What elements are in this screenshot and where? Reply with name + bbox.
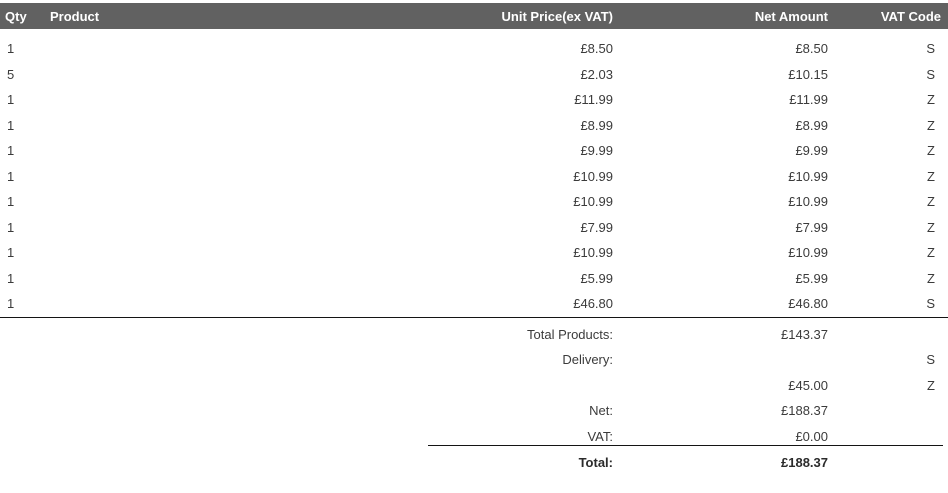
table-row: 5 £2.03 £10.15 S (0, 62, 948, 88)
unit-price-cell: £7.99 (580, 219, 613, 235)
totals-label: Total Products: (527, 326, 613, 342)
items-totals-divider (0, 316, 948, 318)
table-row: 1 £8.50 £8.50 S (0, 36, 948, 62)
totals-row: Delivery: S (0, 347, 948, 373)
qty-cell: 5 (7, 66, 15, 82)
col-header-qty: Qty (5, 8, 27, 24)
invoice-report: Qty Product Unit Price(ex VAT) Net Amoun… (0, 3, 948, 476)
net-amount-cell: £10.99 (788, 245, 828, 261)
vat-code-cell: Z (927, 143, 935, 159)
vat-code-cell: Z (927, 168, 935, 184)
totals-row: Net: £188.37 (0, 398, 948, 424)
vat-code-cell: Z (927, 219, 935, 235)
unit-price-cell: £46.80 (573, 296, 613, 312)
table-row: 1 £46.80 £46.80 S (0, 291, 948, 317)
totals-amount: £188.37 (781, 455, 828, 471)
table-row: 1 £8.99 £8.99 Z (0, 113, 948, 139)
unit-price-cell: £5.99 (580, 270, 613, 286)
net-amount-cell: £7.99 (795, 219, 828, 235)
totals-row: Total: £188.37 (0, 450, 948, 476)
net-amount-cell: £8.99 (795, 117, 828, 133)
table-row: 1 £10.99 £10.99 Z (0, 164, 948, 190)
qty-cell: 1 (7, 168, 15, 184)
totals-amount: £188.37 (781, 403, 828, 419)
vat-code-cell: Z (927, 92, 935, 108)
net-amount-cell: £46.80 (788, 296, 828, 312)
table-row: 1 £7.99 £7.99 Z (0, 215, 948, 241)
unit-price-cell: £8.50 (580, 41, 613, 57)
totals-label: Total: (578, 455, 613, 471)
net-amount-cell: £9.99 (795, 143, 828, 159)
qty-cell: 1 (7, 41, 15, 57)
totals-label: Net: (589, 403, 613, 419)
totals-vat-code: S (926, 352, 935, 368)
table-row: 1 £11.99 £11.99 Z (0, 87, 948, 113)
vat-code-cell: S (926, 296, 935, 312)
totals-row: VAT: £0.00 (0, 424, 948, 450)
qty-cell: 1 (7, 245, 15, 261)
col-header-vat-code: VAT Code (880, 8, 941, 24)
col-header-unit-price: Unit Price(ex VAT) (501, 8, 613, 24)
qty-cell: 1 (7, 143, 15, 159)
unit-price-cell: £10.99 (573, 194, 613, 210)
unit-price-cell: £9.99 (580, 143, 613, 159)
unit-price-cell: £11.99 (574, 92, 613, 108)
vat-code-cell: Z (927, 117, 935, 133)
totals-amount: £45.00 (788, 377, 828, 393)
net-amount-cell: £8.50 (795, 41, 828, 57)
net-amount-cell: £10.99 (788, 194, 828, 210)
col-header-product: Product (50, 8, 100, 24)
unit-price-cell: £2.03 (580, 66, 613, 82)
totals-row: £45.00 Z (0, 373, 948, 399)
vat-code-cell: S (926, 66, 935, 82)
totals-label: Delivery: (562, 352, 613, 368)
unit-price-cell: £10.99 (573, 245, 613, 261)
unit-price-cell: £10.99 (573, 168, 613, 184)
totals-amount: £143.37 (781, 326, 828, 342)
net-amount-cell: £10.99 (788, 168, 828, 184)
table-header-row: Qty Product Unit Price(ex VAT) Net Amoun… (0, 3, 948, 29)
net-amount-cell: £11.99 (789, 92, 828, 108)
grand-total-divider (428, 445, 943, 446)
qty-cell: 1 (7, 219, 15, 235)
totals-vat-code: Z (927, 377, 935, 393)
col-header-net-amount: Net Amount (754, 8, 828, 24)
table-row: 1 £5.99 £5.99 Z (0, 266, 948, 292)
qty-cell: 1 (7, 117, 15, 133)
table-row: 1 £9.99 £9.99 Z (0, 138, 948, 164)
net-amount-cell: £5.99 (795, 270, 828, 286)
qty-cell: 1 (7, 92, 15, 108)
net-amount-cell: £10.15 (788, 66, 828, 82)
qty-cell: 1 (7, 270, 15, 286)
table-row: 1 £10.99 £10.99 Z (0, 189, 948, 215)
vat-code-cell: Z (927, 194, 935, 210)
totals-section: Total Products: £143.37 Delivery: S £45.… (0, 318, 948, 476)
table-row: 1 £10.99 £10.99 Z (0, 240, 948, 266)
qty-cell: 1 (7, 296, 15, 312)
totals-row: Total Products: £143.37 (0, 322, 948, 348)
vat-code-cell: S (926, 41, 935, 57)
line-items-section: 1 £8.50 £8.50 S 5 £2.03 £10.15 S 1 £11.9… (0, 29, 948, 317)
qty-cell: 1 (7, 194, 15, 210)
totals-label: VAT: (587, 428, 613, 444)
vat-code-cell: Z (927, 245, 935, 261)
unit-price-cell: £8.99 (580, 117, 613, 133)
totals-amount: £0.00 (795, 428, 828, 444)
vat-code-cell: Z (927, 270, 935, 286)
